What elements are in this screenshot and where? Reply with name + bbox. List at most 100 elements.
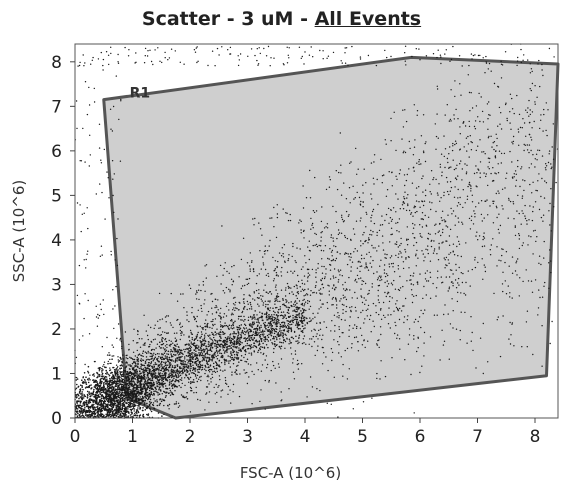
event-point <box>115 383 117 385</box>
event-point <box>508 265 510 267</box>
event-point <box>204 336 206 338</box>
event-point <box>336 251 338 253</box>
event-point <box>419 273 421 275</box>
event-point <box>190 346 193 348</box>
event-point <box>357 316 359 319</box>
event-point <box>470 219 473 222</box>
event-point <box>144 344 146 346</box>
event-point <box>94 412 97 415</box>
event-point <box>361 334 363 337</box>
event-point <box>311 224 313 226</box>
event-point <box>478 202 480 204</box>
event-point <box>513 218 515 220</box>
event-point <box>388 266 391 268</box>
event-point <box>110 415 112 418</box>
event-point <box>384 291 386 294</box>
event-point <box>449 252 452 254</box>
event-point <box>462 206 464 209</box>
event-point <box>406 197 408 199</box>
event-point <box>142 371 144 373</box>
event-point <box>495 133 497 135</box>
event-point <box>103 407 105 410</box>
event-point <box>529 88 531 90</box>
event-point <box>288 388 290 390</box>
event-point <box>498 259 500 261</box>
event-point <box>149 343 151 346</box>
event-point <box>164 316 167 318</box>
event-point <box>331 304 333 306</box>
event-point <box>285 334 287 336</box>
event-point <box>173 385 176 388</box>
event-point <box>415 187 418 189</box>
event-point <box>144 366 146 369</box>
event-point <box>121 371 124 373</box>
event-point <box>202 327 204 329</box>
event-point <box>171 356 173 358</box>
event-point <box>130 411 133 413</box>
event-point <box>220 390 222 392</box>
event-point <box>98 404 101 406</box>
event-point <box>121 383 124 386</box>
event-point <box>419 371 421 374</box>
event-point <box>183 334 185 336</box>
event-point <box>323 352 325 354</box>
event-point <box>456 164 458 166</box>
event-point <box>218 385 220 387</box>
event-point <box>318 329 320 332</box>
event-point <box>161 393 163 395</box>
event-point <box>541 69 543 71</box>
event-point <box>252 316 254 318</box>
event-point <box>301 288 304 290</box>
event-point <box>174 340 177 343</box>
event-point <box>445 176 448 179</box>
event-point <box>338 352 340 354</box>
event-point <box>109 354 111 356</box>
event-point <box>116 337 118 339</box>
event-point <box>268 381 270 383</box>
event-point <box>389 217 392 219</box>
event-point <box>238 333 240 335</box>
event-point <box>520 48 522 51</box>
event-point <box>272 280 275 282</box>
event-point <box>159 334 161 337</box>
event-point <box>489 205 491 207</box>
event-point <box>316 245 319 248</box>
event-point <box>300 232 302 234</box>
event-point <box>149 384 152 386</box>
event-point <box>212 324 214 327</box>
event-point <box>210 293 212 295</box>
event-point <box>139 346 142 348</box>
event-point <box>167 370 170 372</box>
event-point <box>128 404 131 407</box>
event-point <box>545 165 548 167</box>
event-point <box>110 362 112 365</box>
event-point <box>142 407 144 409</box>
event-point <box>227 302 229 305</box>
event-point <box>545 169 547 171</box>
event-point <box>471 107 474 109</box>
event-point <box>514 225 516 227</box>
event-point <box>129 414 132 416</box>
event-point <box>485 173 487 175</box>
population-link[interactable]: All Events <box>314 8 422 30</box>
event-point <box>342 363 344 366</box>
event-point <box>86 393 89 396</box>
event-point <box>168 373 170 376</box>
event-point <box>243 306 246 308</box>
event-point <box>228 309 230 311</box>
event-point <box>526 111 528 114</box>
event-point <box>460 272 462 274</box>
event-point <box>216 352 219 354</box>
event-point <box>412 215 414 217</box>
event-point <box>423 342 425 344</box>
event-point <box>88 411 91 414</box>
event-point <box>372 302 375 305</box>
event-point <box>79 410 82 413</box>
event-point <box>350 253 352 255</box>
event-point <box>133 408 136 410</box>
event-point <box>105 415 108 417</box>
event-point <box>128 392 131 395</box>
event-point <box>156 382 158 385</box>
event-point <box>152 388 154 391</box>
event-point <box>241 310 244 313</box>
